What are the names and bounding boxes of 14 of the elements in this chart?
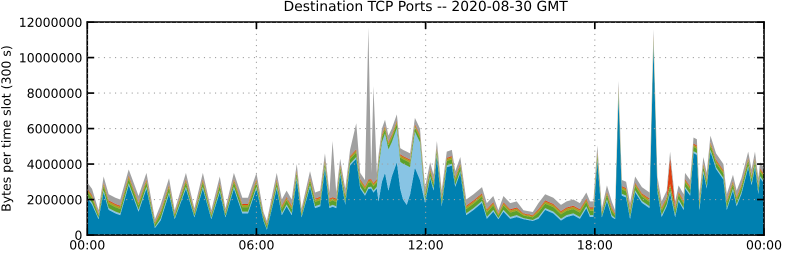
x-tick-label: 18:00 — [578, 240, 612, 250]
y-tick-label: 12000000 — [20, 18, 82, 28]
chart-title: Destination TCP Ports -- 2020-08-30 GMT — [284, 0, 568, 12]
y-tick-label: 4000000 — [27, 160, 82, 169]
y-tick-label: 6000000 — [28, 124, 82, 134]
y-tick-label: 2000000 — [28, 195, 82, 204]
x-tick-label: 06:00 — [239, 240, 274, 250]
y-axis-title: Bytes per time slot (300 s) — [1, 46, 14, 211]
x-tick-label: 00:00 — [746, 240, 782, 250]
x-tick-label: 00:00 — [70, 240, 104, 250]
y-tick-label: 0 — [75, 230, 82, 240]
y-tick-label: 10000000 — [20, 53, 82, 63]
y-tick-label: 8000000 — [28, 88, 82, 98]
x-tick-label: 12:00 — [408, 240, 443, 250]
